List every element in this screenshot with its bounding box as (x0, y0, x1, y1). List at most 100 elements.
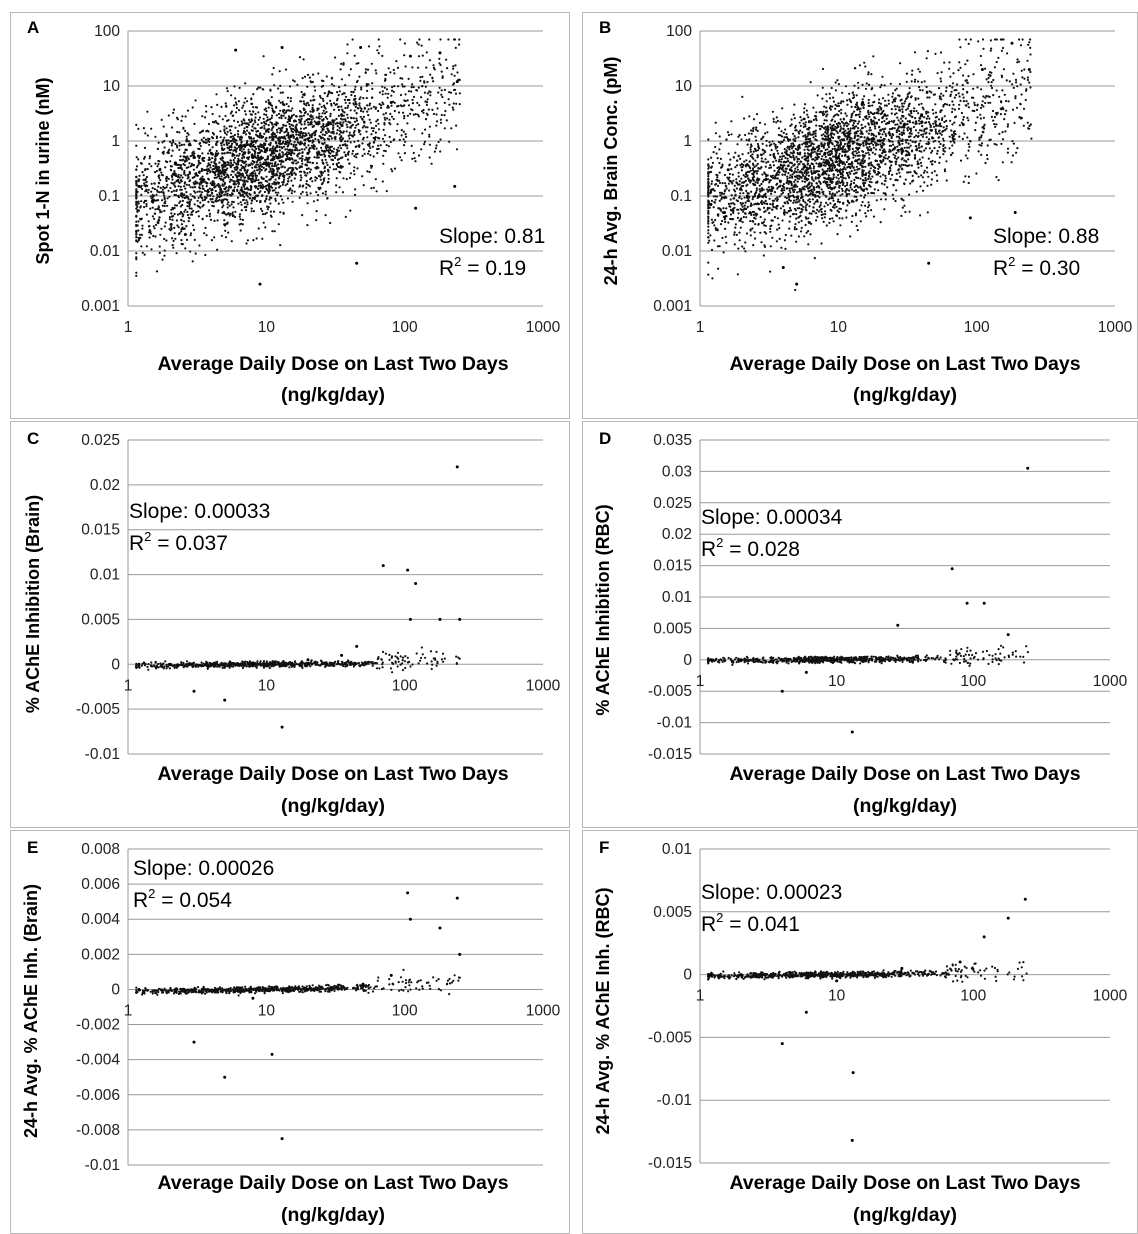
scatter-point-bg (839, 102, 842, 105)
scatter-point-bg (135, 144, 138, 147)
scatter-point-bg (793, 196, 796, 199)
scatter-point-bg (286, 139, 289, 143)
scatter-point-bg (860, 104, 864, 107)
scatter-point-bg (276, 170, 279, 173)
scatter-point-bg (925, 57, 928, 60)
scatter-point-bg (416, 41, 419, 44)
scatter-point-bg (336, 158, 339, 161)
scatter-point-bg (201, 152, 204, 155)
scatter-point-bg (341, 110, 344, 113)
scatter-point-bg (318, 153, 321, 156)
scatter-point-bg (720, 196, 724, 199)
scatter-point-bg (1022, 124, 1025, 127)
scatter-point-bg (452, 67, 455, 70)
scatter-point-bg (175, 144, 178, 147)
scatter-point-bg (189, 155, 192, 158)
scatter-point-bg (186, 201, 189, 204)
scatter-point-bg (292, 145, 295, 148)
scatter-point-bg (939, 77, 942, 80)
scatter-point-bg (1016, 58, 1019, 61)
scatter-point-bg (417, 66, 420, 69)
scatter-point-bg (184, 247, 187, 250)
scatter-point-bg (326, 181, 329, 184)
scatter-point-bg (926, 96, 929, 99)
scatter-point-bg (300, 100, 303, 103)
scatter-point-bg (447, 98, 450, 101)
scatter-point-bg (352, 169, 356, 172)
scatter-point-bg (399, 156, 402, 159)
scatter-point-bg (233, 133, 236, 137)
scatter-point-bg (286, 169, 289, 172)
scatter-point-bg (773, 169, 776, 172)
scatter-point-bg (260, 155, 263, 158)
scatter-point-bg (270, 186, 274, 189)
scatter-point-bg (858, 64, 861, 67)
scatter-point-bg (315, 116, 318, 119)
scatter-point-bg (306, 172, 309, 175)
scatter-point-bg (745, 216, 748, 219)
scatter-point-bg (248, 174, 251, 177)
scatter-point-bg (250, 98, 253, 101)
scatter-point-bg (341, 137, 345, 140)
scatter-point-bg (335, 177, 338, 180)
scatter-point-bg (225, 186, 228, 189)
scatter-point-bg (916, 160, 919, 163)
scatter-point-bg (942, 147, 945, 151)
scatter-point-bg (307, 183, 310, 187)
scatter-point-bg (838, 201, 841, 204)
scatter-point-bg (279, 139, 282, 142)
scatter-point-bg (928, 90, 931, 93)
scatter-point-bg (180, 143, 183, 146)
scatter-point-bg (240, 123, 243, 126)
scatter-point-bg (205, 141, 208, 144)
scatter-point-bg (322, 109, 325, 112)
scatter-point-bg (183, 169, 186, 173)
scatter-point-bg (448, 103, 451, 106)
scatter-point-bg (241, 223, 244, 226)
scatter-point-bg (218, 115, 221, 118)
scatter-point-bg (984, 101, 987, 105)
scatter-point-bg (742, 192, 745, 195)
scatter-point-bg (275, 164, 278, 167)
scatter-point-bg (235, 147, 239, 150)
scatter-point-bg (770, 166, 773, 169)
scatter-point-bg (874, 127, 877, 130)
scatter-point-bg (312, 73, 315, 76)
scatter-point-bg (292, 161, 295, 164)
scatter-point-bg (251, 163, 254, 166)
scatter-point-bg (389, 112, 392, 115)
scatter-point-bg (214, 167, 217, 170)
scatter-point-bg (224, 190, 227, 193)
scatter-point-bg (247, 152, 250, 155)
scatter-point-bg (163, 204, 166, 208)
scatter-point-bg (152, 234, 155, 238)
scatter-point-bg (942, 137, 945, 140)
scatter-point-bg (147, 188, 150, 191)
scatter-point-bg (231, 142, 234, 145)
scatter-point-bg (301, 154, 304, 158)
scatter-point-bg (323, 155, 326, 158)
scatter-point-bg (786, 145, 790, 148)
scatter-point-bg (281, 100, 284, 104)
scatter-point-bg (272, 125, 275, 128)
scatter-point-bg (1029, 46, 1032, 50)
scatter-point-bg (782, 169, 785, 172)
scatter-point-bg (411, 102, 414, 105)
scatter-point-bg (355, 62, 358, 65)
scatter-point-bg (265, 110, 268, 113)
scatter-point-bg (739, 188, 742, 191)
scatter-point-bg (448, 140, 451, 143)
scatter-point-bg (768, 207, 771, 210)
scatter-point-bg (162, 125, 165, 128)
scatter-point-bg (839, 142, 842, 145)
scatter-point-bg (333, 102, 336, 105)
scatter-point-bg (186, 205, 189, 208)
data-point-a-16 (289, 135, 293, 139)
scatter-point-bg (268, 178, 271, 181)
scatter-point-bg (894, 89, 897, 92)
scatter-point-bg (269, 154, 272, 157)
scatter-point-bg (351, 149, 355, 153)
scatter-point-bg (313, 120, 316, 123)
scatter-point-bg (840, 120, 844, 123)
scatter-point-bg (990, 86, 994, 90)
